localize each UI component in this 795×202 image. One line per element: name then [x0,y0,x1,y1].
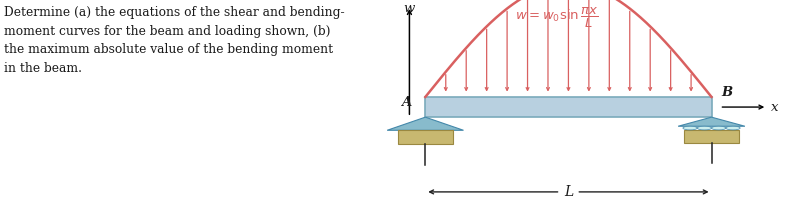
Circle shape [697,126,712,130]
Bar [398,130,453,144]
Bar [684,130,739,143]
Text: Determine (a) the equations of the shear and bending-
moment curves for the beam: Determine (a) the equations of the shear… [4,6,344,75]
Circle shape [726,126,740,130]
Text: A: A [401,96,411,108]
Text: w: w [404,2,415,15]
Polygon shape [387,117,463,130]
Circle shape [683,126,697,130]
Bar [425,97,712,117]
Text: L: L [564,185,573,199]
Text: $w = w_0 \sin \dfrac{\pi x}{L}$: $w = w_0 \sin \dfrac{\pi x}{L}$ [515,6,598,30]
Text: B: B [721,86,732,99]
Polygon shape [678,117,745,126]
Circle shape [712,126,726,130]
Text: x: x [771,101,778,114]
